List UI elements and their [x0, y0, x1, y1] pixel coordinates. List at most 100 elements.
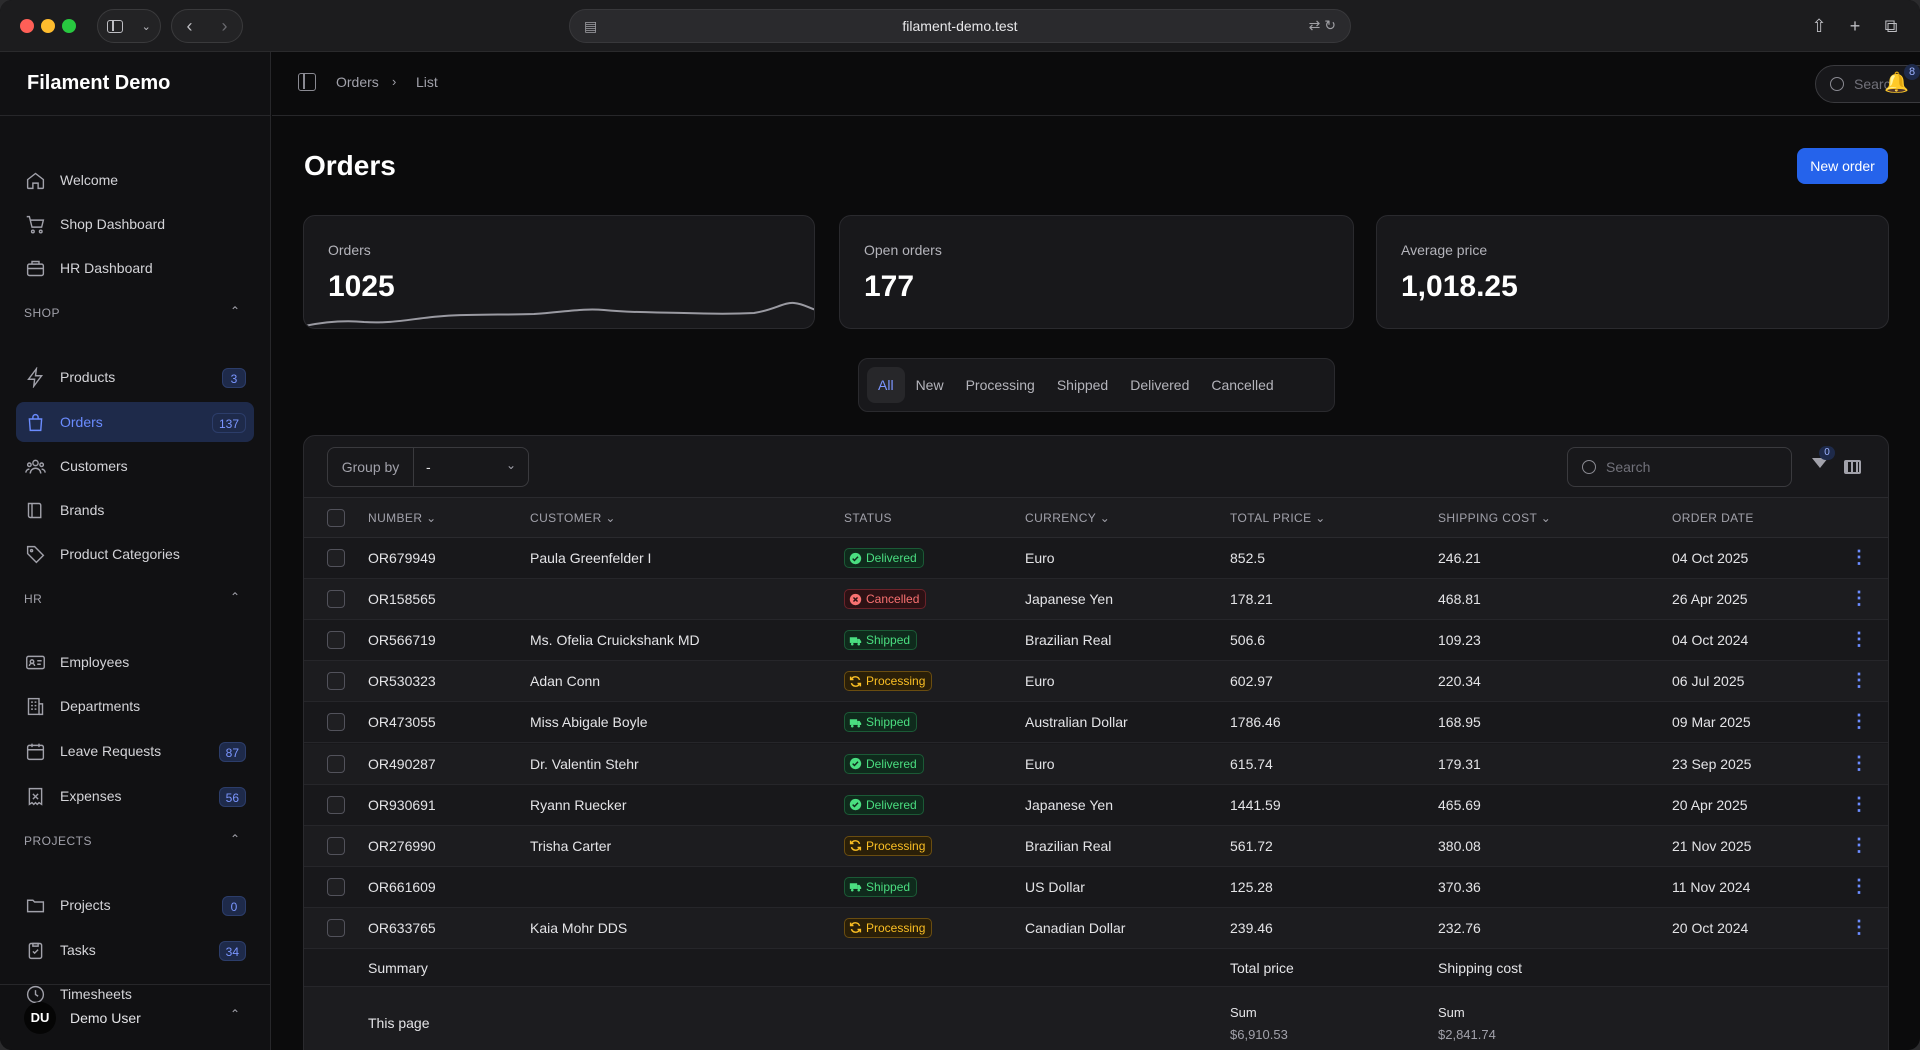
- table-row[interactable]: OR566719 Ms. Ofelia Cruickshank MD Shipped…: [304, 620, 1888, 662]
- filter-icon[interactable]: [1812, 458, 1828, 468]
- column-header-shipping-cost[interactable]: SHIPPING COST ⌄: [1438, 511, 1552, 525]
- collapse-sidebar-icon[interactable]: [298, 73, 316, 91]
- translate-refresh-icons[interactable]: ⇄ ↻: [1308, 17, 1336, 33]
- shipping-cost: 468.81: [1438, 591, 1481, 608]
- customer-name: Trisha Carter: [530, 837, 612, 854]
- tab-processing[interactable]: Processing: [965, 377, 1035, 393]
- user-menu[interactable]: DU Demo User ⌃: [0, 984, 271, 1050]
- table-row[interactable]: OR158565 Cancelled Japanese Yen 178.21 468.8…: [304, 579, 1888, 621]
- new-order-button[interactable]: New order: [1797, 148, 1888, 184]
- sidebar-item-shop-dashboard[interactable]: Shop Dashboard: [16, 204, 254, 244]
- new-tab-icon[interactable]: +: [1849, 16, 1861, 36]
- tab-cancelled[interactable]: Cancelled: [1211, 377, 1274, 393]
- select-all-checkbox[interactable]: [327, 509, 345, 527]
- book-icon: [24, 499, 46, 521]
- tab-shipped[interactable]: Shipped: [1056, 377, 1109, 393]
- sidebar-item-product-categories[interactable]: Product Categories: [16, 534, 254, 574]
- order-date: 11 Nov 2024: [1672, 878, 1751, 895]
- tab-new[interactable]: New: [915, 377, 944, 393]
- tab-overview-icon[interactable]: ⧉: [1884, 16, 1898, 36]
- sidebar-item-orders[interactable]: Orders 137: [16, 402, 254, 442]
- row-actions-icon[interactable]: ⋮: [1850, 834, 1868, 855]
- row-checkbox[interactable]: [327, 877, 345, 896]
- back-arrow-icon[interactable]: ‹: [186, 15, 193, 36]
- columns-toggle-icon[interactable]: [1844, 460, 1861, 474]
- tab-all[interactable]: All: [867, 367, 905, 403]
- sidebar-item-brands[interactable]: Brands: [16, 490, 254, 530]
- column-header-total-price[interactable]: TOTAL PRICE ⌄: [1230, 511, 1326, 525]
- order-date: 20 Oct 2024: [1672, 919, 1749, 936]
- tag-icon: [24, 543, 46, 565]
- table-row[interactable]: OR473055 Miss Abigale Boyle Shipped Austral…: [304, 702, 1888, 744]
- bell-icon[interactable]: 🔔: [1884, 72, 1909, 94]
- table-row[interactable]: OR679949 Paula Greenfelder I Delivered Euro…: [304, 538, 1888, 579]
- tab-delivered[interactable]: Delivered: [1130, 377, 1190, 393]
- sidebar-item-departments[interactable]: Departments: [16, 686, 254, 726]
- address-bar[interactable]: ▤ filament-demo.test ⇄ ↻: [569, 9, 1351, 43]
- sidebar-item-leave-requests[interactable]: Leave Requests 87: [16, 731, 254, 771]
- table-row[interactable]: OR661609 Shipped US Dollar 125.28 370.36 11 N…: [304, 867, 1888, 908]
- breadcrumb-orders[interactable]: Orders: [336, 74, 379, 90]
- close-window-button[interactable]: [20, 19, 34, 33]
- row-actions-icon[interactable]: ⋮: [1850, 793, 1868, 814]
- column-header-customer[interactable]: CUSTOMER ⌄: [530, 511, 616, 525]
- cart-icon: [24, 213, 46, 235]
- chevron-up-icon[interactable]: ⌃: [230, 304, 241, 318]
- sidebar-item-employees[interactable]: Employees: [16, 642, 254, 682]
- table-row[interactable]: OR633765 Kaia Mohr DDS Processing Canadian …: [304, 907, 1888, 949]
- row-checkbox[interactable]: [327, 672, 345, 691]
- minimize-window-button[interactable]: [41, 19, 55, 33]
- sidebar-toggle-button[interactable]: ⌄: [97, 9, 161, 43]
- row-actions-icon[interactable]: ⋮: [1850, 875, 1868, 896]
- sidebar-item-customers[interactable]: Customers: [16, 446, 254, 486]
- zoom-window-button[interactable]: [62, 19, 76, 33]
- sidebar-item-projects[interactable]: Projects 0: [16, 885, 254, 925]
- sidebar-item-products[interactable]: Products 3: [16, 357, 254, 397]
- sidebar-item-hr-dashboard[interactable]: HR Dashboard: [16, 248, 254, 288]
- table-search-input[interactable]: Search: [1567, 447, 1792, 487]
- row-actions-icon[interactable]: ⋮: [1850, 916, 1868, 937]
- forward-arrow-icon[interactable]: ›: [221, 15, 228, 36]
- column-header-currency[interactable]: CURRENCY ⌄: [1025, 511, 1111, 525]
- row-checkbox[interactable]: [327, 918, 345, 937]
- group-by-select[interactable]: Group by - ⌄: [327, 447, 529, 487]
- row-checkbox[interactable]: [327, 590, 345, 609]
- sidebar-item-label: Products: [60, 369, 116, 385]
- customer-name: Kaia Mohr DDS: [530, 919, 628, 936]
- table-row[interactable]: OR530323 Adan Conn Processing Euro 602.97 220…: [304, 661, 1888, 703]
- refresh-icon: [849, 840, 862, 852]
- row-actions-icon[interactable]: ⋮: [1850, 547, 1868, 567]
- row-checkbox[interactable]: [327, 631, 345, 650]
- row-actions-icon[interactable]: ⋮: [1850, 670, 1868, 691]
- table-row[interactable]: OR930691 Ryann Ruecker Delivered Japanese Y…: [304, 785, 1888, 826]
- column-header-number[interactable]: NUMBER ⌄: [368, 511, 437, 525]
- sidebar-item-label: Welcome: [60, 172, 119, 188]
- row-actions-icon[interactable]: ⋮: [1850, 588, 1868, 609]
- currency: Brazilian Real: [1025, 632, 1112, 649]
- sidebar-item-tasks[interactable]: Tasks 34: [16, 930, 254, 970]
- table-row[interactable]: OR276990 Trisha Carter Processing Brazilian…: [304, 825, 1888, 867]
- row-checkbox[interactable]: [327, 836, 345, 855]
- row-actions-icon[interactable]: ⋮: [1850, 752, 1868, 773]
- chevron-up-icon[interactable]: ⌃: [230, 590, 241, 604]
- sidebar-item-expenses[interactable]: Expenses 56: [16, 776, 254, 816]
- order-number: OR566719: [368, 632, 436, 649]
- row-checkbox[interactable]: [327, 713, 345, 732]
- row-checkbox[interactable]: [327, 754, 345, 773]
- row-checkbox[interactable]: [327, 549, 345, 567]
- site-settings-icon[interactable]: ▤: [584, 18, 598, 34]
- app-brand[interactable]: Filament Demo: [27, 72, 171, 94]
- column-header-order-date: ORDER DATE: [1672, 511, 1754, 525]
- row-actions-icon[interactable]: ⋮: [1850, 711, 1868, 732]
- chevron-up-icon[interactable]: ⌃: [230, 832, 241, 846]
- shipping-cost: 109.23: [1438, 632, 1481, 649]
- table-row[interactable]: OR490287 Dr. Valentin Stehr Delivered Euro 6…: [304, 743, 1888, 785]
- total-sum-label: Sum: [1230, 1005, 1257, 1020]
- row-checkbox[interactable]: [327, 795, 345, 814]
- sidebar-item-welcome[interactable]: Welcome: [16, 160, 254, 200]
- row-actions-icon[interactable]: ⋮: [1850, 629, 1868, 650]
- sidebar-item-label: Leave Requests: [60, 743, 162, 759]
- calendar-icon: [24, 740, 46, 762]
- global-search-input[interactable]: Search: [1815, 65, 1920, 103]
- share-icon[interactable]: ⇧: [1811, 16, 1827, 36]
